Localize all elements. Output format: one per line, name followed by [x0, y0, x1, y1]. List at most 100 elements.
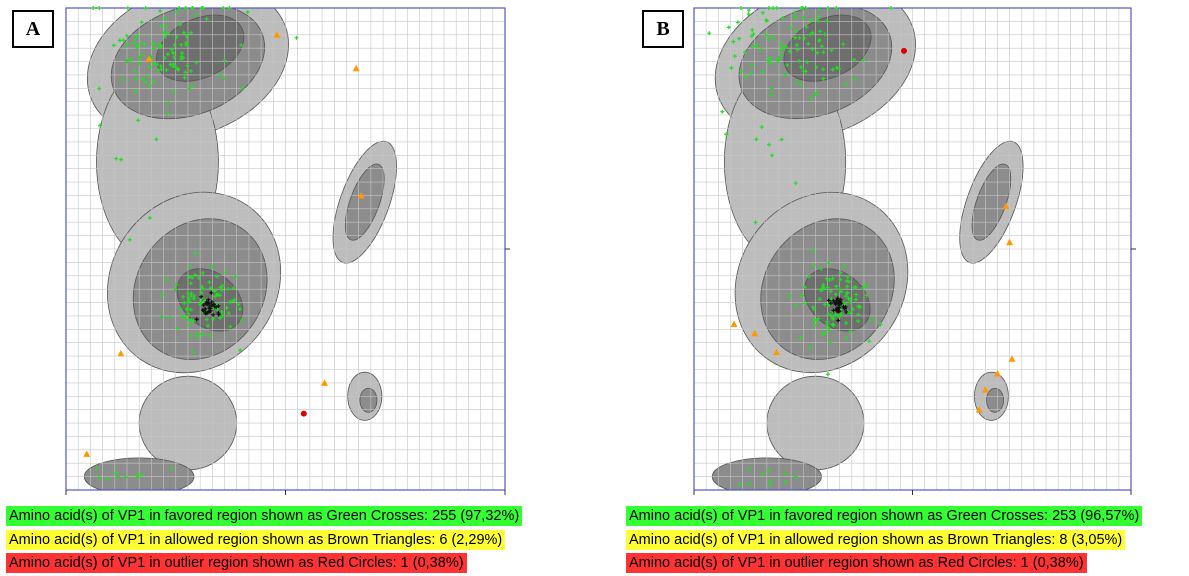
green-cross [174, 282, 179, 287]
green-cross [154, 137, 159, 142]
green-cross [223, 270, 228, 275]
green-cross [852, 57, 857, 62]
green-cross [848, 297, 853, 302]
green-cross [837, 305, 842, 310]
green-cross [858, 304, 863, 309]
green-cross [187, 275, 192, 280]
green-cross [802, 285, 807, 290]
favored-points [707, 6, 894, 487]
green-cross [834, 6, 839, 10]
green-cross [838, 277, 843, 282]
green-cross [193, 273, 198, 278]
green-cross [97, 86, 102, 91]
green-cross [846, 296, 851, 301]
brown-triangle [83, 450, 91, 457]
outlier-region-legend: Amino acid(s) of VP1 in outlier region s… [626, 553, 1087, 573]
green-cross [867, 339, 872, 344]
green-cross [798, 65, 803, 70]
green-cross [827, 278, 832, 283]
green-cross [200, 332, 205, 337]
green-cross [198, 302, 203, 307]
green-cross [133, 89, 138, 94]
green-cross [817, 39, 822, 44]
green-cross [181, 30, 186, 35]
green-cross [169, 47, 174, 52]
green-cross [147, 215, 152, 220]
green-cross [142, 42, 147, 47]
green-cross [731, 39, 736, 44]
green-cross [131, 41, 136, 46]
green-cross [813, 92, 818, 97]
green-cross [821, 286, 826, 291]
allowed-points [83, 31, 365, 457]
green-cross [837, 300, 842, 305]
green-cross [793, 35, 798, 40]
green-cross [207, 280, 212, 285]
green-cross [240, 86, 245, 91]
green-cross [811, 263, 816, 268]
green-cross [830, 276, 835, 281]
green-cross [191, 296, 196, 301]
green-cross [211, 316, 216, 321]
green-cross [187, 86, 192, 91]
green-cross [828, 340, 833, 345]
green-cross [187, 297, 192, 302]
green-cross [127, 237, 132, 242]
green-cross [134, 472, 139, 477]
green-cross [183, 6, 188, 10]
green-cross [238, 348, 243, 353]
green-cross [121, 38, 126, 43]
green-cross [237, 307, 242, 312]
green-cross [97, 475, 102, 480]
green-cross [808, 345, 813, 350]
green-cross [174, 287, 179, 292]
green-cross [201, 303, 206, 308]
green-cross [137, 55, 142, 60]
green-cross [844, 278, 849, 283]
outlier-points [300, 410, 307, 417]
green-cross [205, 323, 210, 328]
green-cross [222, 58, 227, 63]
green-cross [176, 67, 181, 72]
green-cross [186, 317, 191, 322]
favored-contour [986, 387, 1004, 413]
green-cross [162, 30, 167, 35]
favored-region-legend: Amino acid(s) of VP1 in favored region s… [626, 506, 1143, 526]
green-cross [833, 313, 838, 318]
green-cross [825, 372, 830, 377]
green-cross [783, 44, 788, 49]
green-cross [165, 111, 170, 116]
green-cross [209, 264, 214, 269]
green-cross [226, 311, 231, 316]
green-cross [204, 317, 209, 322]
green-cross [201, 286, 206, 291]
green-cross [781, 45, 786, 50]
green-cross [203, 311, 208, 316]
green-cross [820, 332, 825, 337]
green-cross [135, 33, 140, 38]
green-cross [208, 285, 213, 290]
green-cross [115, 474, 120, 479]
brown-triangle [975, 406, 983, 413]
green-cross [833, 292, 838, 297]
green-cross [178, 307, 183, 312]
green-cross [145, 74, 150, 79]
green-cross [183, 70, 188, 75]
green-cross [707, 31, 712, 36]
green-cross [151, 41, 156, 46]
green-cross [810, 46, 815, 51]
green-cross [805, 60, 810, 65]
green-cross [793, 181, 798, 186]
green-cross [213, 288, 218, 293]
green-cross [746, 8, 751, 13]
green-cross [837, 299, 842, 304]
green-cross [216, 303, 221, 308]
green-cross [134, 76, 138, 81]
green-cross [770, 86, 775, 91]
green-cross [768, 482, 773, 487]
green-cross [787, 49, 792, 54]
green-cross [817, 7, 822, 12]
green-cross [179, 57, 184, 62]
green-cross [239, 317, 244, 322]
green-cross [845, 284, 850, 289]
